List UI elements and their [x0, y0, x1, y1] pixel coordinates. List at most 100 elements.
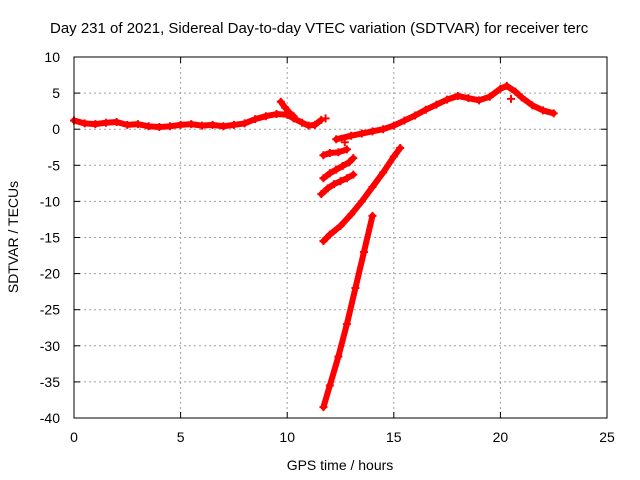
data-point: [261, 112, 270, 121]
y-tick-label: 10: [44, 49, 60, 65]
data-point: [359, 247, 368, 256]
ticks: 0 5 10 15 20 25 10 5 0 -5 -10 -15 -20 -25 -30 -35 -40: [40, 49, 615, 445]
data-point: [349, 154, 358, 163]
data-point: [240, 119, 249, 128]
data-point: [208, 120, 217, 129]
y-tick-label: -30: [40, 338, 60, 354]
y-axis-label: SDTVAR / TECUs: [5, 181, 21, 293]
data-point: [400, 116, 409, 125]
data-point: [432, 100, 441, 109]
data-point: [317, 115, 326, 124]
data-point: [319, 151, 328, 160]
series-band: [333, 82, 557, 143]
data-point: [368, 182, 377, 191]
data-point: [197, 121, 206, 130]
data-point: [517, 93, 526, 102]
data-point: [133, 120, 142, 129]
data-point: [325, 230, 334, 239]
data-point: [325, 149, 334, 158]
data-point: [325, 381, 334, 390]
data-point: [368, 127, 377, 136]
x-tick-label: 15: [386, 429, 402, 445]
y-tick-label: 0: [52, 121, 60, 137]
data-point: [101, 118, 110, 127]
y-tick-label: -5: [48, 157, 61, 173]
data-point: [187, 120, 196, 129]
data-point: [357, 197, 366, 206]
data-point: [357, 129, 366, 138]
series-4: [319, 145, 351, 160]
data-point: [336, 177, 345, 186]
data-point: [379, 168, 388, 177]
y-tick-label: -10: [40, 193, 60, 209]
data-point: [332, 165, 341, 174]
series-1: [276, 97, 298, 121]
data-point: [342, 145, 351, 154]
data-point: [285, 108, 294, 117]
data-point: [345, 158, 354, 167]
data-point: [347, 131, 356, 140]
data-point: [334, 352, 343, 361]
data-point: [289, 112, 298, 121]
series-8: [319, 211, 377, 412]
data-point: [443, 95, 452, 104]
data-point: [453, 91, 462, 100]
data-point: [342, 174, 351, 183]
data-point: [321, 114, 330, 123]
data-point: [502, 81, 511, 90]
data-layer: [70, 81, 558, 412]
data-point: [91, 120, 100, 129]
x-axis-label: GPS time / hours: [287, 457, 394, 473]
data-point: [340, 138, 349, 147]
data-point: [80, 119, 89, 128]
data-point: [338, 162, 347, 171]
data-point: [272, 110, 281, 119]
data-point: [464, 94, 473, 103]
data-point: [276, 97, 285, 106]
data-point: [347, 210, 356, 219]
y-tick-label: -20: [40, 266, 60, 282]
data-point: [310, 120, 319, 129]
data-point: [349, 170, 358, 179]
data-point: [389, 121, 398, 130]
data-point: [319, 403, 328, 412]
data-point: [389, 152, 398, 161]
x-tick-label: 5: [177, 429, 185, 445]
x-tick-label: 20: [493, 429, 509, 445]
data-point: [281, 103, 290, 112]
data-point: [229, 120, 238, 129]
data-point: [219, 122, 228, 131]
data-point: [411, 111, 420, 120]
y-tick-label: -25: [40, 302, 60, 318]
data-point: [325, 169, 334, 178]
data-point: [496, 84, 505, 93]
series-2: [332, 81, 558, 144]
data-point: [332, 135, 341, 144]
data-point: [334, 148, 343, 157]
data-point: [323, 184, 332, 193]
x-tick-label: 10: [279, 429, 295, 445]
data-point: [319, 237, 328, 246]
x-tick-label: 25: [599, 429, 615, 445]
data-point: [319, 174, 328, 183]
data-point: [485, 92, 494, 101]
data-point: [144, 122, 153, 131]
data-point: [396, 143, 405, 152]
y-tick-label: -15: [40, 230, 60, 246]
data-point: [298, 118, 307, 127]
data-point: [251, 115, 260, 124]
data-point: [507, 94, 516, 103]
data-point: [368, 211, 377, 220]
series-6: [317, 170, 358, 199]
data-point: [379, 125, 388, 134]
series-7: [319, 143, 405, 246]
data-point: [342, 320, 351, 329]
data-point: [123, 120, 132, 129]
data-point: [330, 180, 339, 189]
data-point: [165, 122, 174, 131]
chart-title: Day 231 of 2021, Sidereal Day-to-day VTE…: [50, 20, 589, 37]
data-point: [549, 109, 558, 118]
y-tick-label: -40: [40, 410, 60, 426]
data-point: [336, 221, 345, 230]
